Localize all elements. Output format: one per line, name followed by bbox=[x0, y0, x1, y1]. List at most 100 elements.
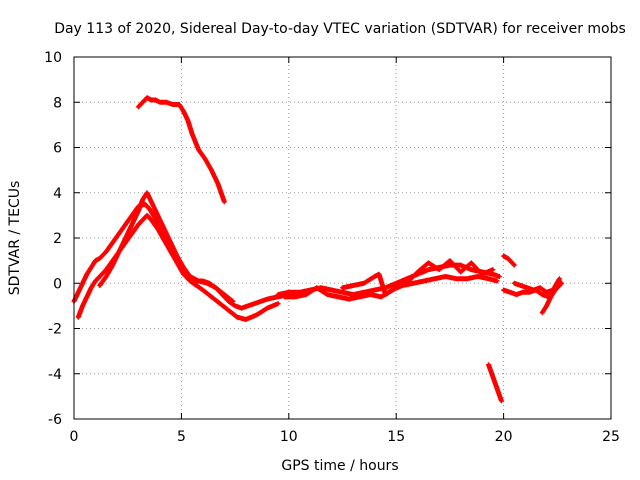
data-point bbox=[181, 109, 186, 113]
data-point bbox=[330, 288, 334, 292]
data-point bbox=[222, 200, 226, 204]
series-arc-7 bbox=[340, 258, 496, 298]
series-arc-2 bbox=[75, 212, 281, 322]
data-point bbox=[175, 261, 179, 265]
data-point bbox=[512, 281, 516, 285]
data-point bbox=[315, 286, 319, 290]
data-point bbox=[540, 311, 544, 315]
data-point bbox=[143, 202, 147, 206]
data-point bbox=[98, 283, 102, 288]
data-point bbox=[205, 281, 209, 285]
data-point bbox=[476, 274, 480, 279]
data-point bbox=[149, 218, 153, 222]
data-point bbox=[181, 265, 186, 270]
data-point bbox=[156, 213, 160, 217]
series-arc-6 bbox=[282, 273, 500, 302]
data-point bbox=[149, 98, 153, 102]
data-point bbox=[123, 222, 128, 227]
data-point bbox=[416, 270, 420, 274]
data-point bbox=[141, 218, 145, 222]
data-point bbox=[76, 290, 80, 294]
data-point bbox=[149, 200, 153, 204]
data-point bbox=[259, 299, 263, 303]
data-point bbox=[85, 272, 89, 276]
y-tick-label: 4 bbox=[53, 186, 62, 202]
data-point bbox=[239, 306, 244, 310]
data-point bbox=[448, 263, 452, 267]
data-point bbox=[499, 399, 504, 403]
data-point bbox=[514, 292, 519, 297]
series-arc-9 bbox=[501, 253, 517, 268]
y-axis-label: SDTVAR / TECUs bbox=[7, 181, 23, 296]
data-point bbox=[422, 279, 426, 283]
data-point bbox=[186, 118, 190, 122]
data-point bbox=[351, 283, 355, 288]
x-tick-label: 25 bbox=[602, 429, 620, 445]
data-point bbox=[502, 288, 506, 292]
data-point bbox=[340, 286, 345, 290]
data-point bbox=[394, 286, 398, 290]
data-point bbox=[553, 288, 557, 292]
data-point bbox=[222, 292, 226, 297]
data-point bbox=[188, 274, 192, 279]
y-tick-label: 6 bbox=[53, 141, 62, 157]
data-point bbox=[231, 299, 235, 303]
data-point bbox=[164, 100, 168, 104]
data-point bbox=[362, 281, 366, 285]
data-point bbox=[151, 213, 156, 217]
data-point bbox=[145, 96, 149, 100]
data-point bbox=[141, 197, 145, 202]
series-arc-12 bbox=[539, 278, 562, 316]
data-point bbox=[216, 182, 220, 186]
data-point bbox=[486, 277, 491, 281]
data-point bbox=[181, 272, 186, 276]
data-point bbox=[80, 281, 85, 285]
data-point bbox=[557, 279, 562, 283]
data-point bbox=[188, 279, 192, 283]
y-tick-label: -4 bbox=[48, 367, 62, 383]
data-point bbox=[469, 268, 473, 272]
data-point bbox=[502, 254, 506, 258]
y-tick-label: 0 bbox=[53, 276, 62, 292]
data-point bbox=[486, 363, 491, 367]
data-point bbox=[85, 295, 89, 299]
data-point bbox=[111, 240, 115, 245]
data-point bbox=[209, 168, 214, 172]
data-point bbox=[169, 240, 173, 245]
data-point bbox=[304, 292, 308, 297]
data-point bbox=[130, 231, 134, 236]
data-point bbox=[145, 213, 149, 217]
data-point bbox=[287, 290, 291, 294]
data-point bbox=[123, 236, 128, 240]
data-point bbox=[347, 297, 351, 301]
data-point bbox=[282, 295, 287, 299]
data-point bbox=[362, 290, 366, 294]
data-point bbox=[196, 279, 201, 283]
data-point bbox=[130, 222, 134, 227]
data-point bbox=[130, 213, 134, 217]
data-point bbox=[158, 100, 162, 104]
data-point bbox=[506, 256, 510, 260]
data-point bbox=[111, 263, 115, 267]
data-point bbox=[394, 281, 398, 285]
data-point bbox=[190, 132, 194, 136]
data-point bbox=[244, 317, 248, 322]
data-point bbox=[444, 274, 448, 279]
data-point bbox=[89, 265, 93, 270]
y-tick-label: 10 bbox=[44, 50, 62, 66]
data-point bbox=[98, 256, 102, 260]
y-tick-label: 2 bbox=[53, 231, 62, 247]
data-point bbox=[373, 274, 377, 279]
data-point bbox=[98, 274, 102, 279]
series-arc-8 bbox=[486, 362, 504, 404]
data-point bbox=[496, 390, 500, 394]
data-point bbox=[426, 268, 431, 272]
data-point bbox=[276, 292, 280, 297]
plot-frame bbox=[73, 56, 612, 420]
y-tick-label: 8 bbox=[53, 95, 62, 111]
data-point bbox=[544, 290, 549, 294]
data-point bbox=[147, 206, 151, 211]
data-point bbox=[519, 283, 523, 288]
